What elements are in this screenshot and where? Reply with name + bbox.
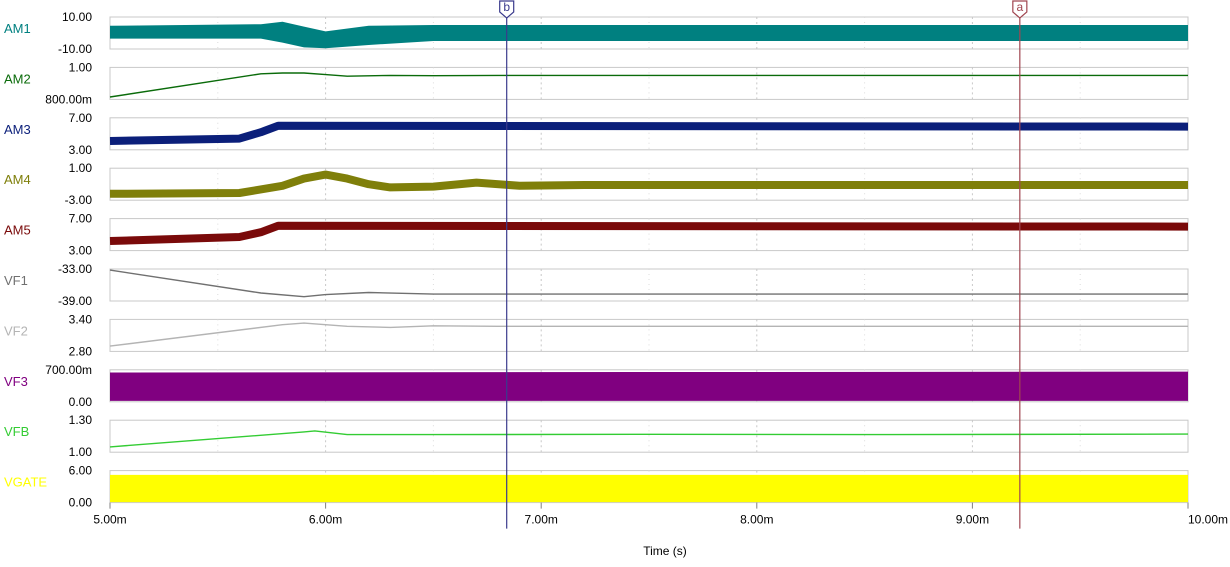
- series-vfb: [109, 430, 1189, 448]
- channel-am2: AM2 1.00 800.00m: [4, 60, 1189, 106]
- channel-am3: AM3 7.00 3.00: [4, 111, 1189, 157]
- y-tick-bottom: 0.00: [69, 395, 93, 409]
- y-tick-bottom: -39.00: [58, 294, 92, 308]
- channel-am1: AM1 10.00 -10.00: [4, 10, 1189, 56]
- y-tick-top: 6.00: [69, 464, 93, 478]
- y-tick-bottom: 0.00: [69, 496, 93, 510]
- cursor-label: b: [503, 0, 510, 14]
- x-tick-label: 8.00m: [740, 513, 773, 527]
- y-tick-bottom: 3.00: [69, 244, 93, 258]
- y-tick-bottom: -3.00: [65, 193, 93, 207]
- channel-label: AM4: [4, 172, 31, 187]
- channel-label: VFB: [4, 424, 29, 439]
- x-axis-title: Time (s): [643, 544, 687, 558]
- cursor-handle[interactable]: [499, 0, 515, 19]
- cursor-b[interactable]: b: [499, 0, 515, 529]
- y-tick-top: 1.30: [69, 413, 93, 427]
- y-tick-top: 1.00: [69, 161, 93, 175]
- y-tick-bottom: 800.00m: [45, 92, 92, 106]
- channel-label: VF1: [4, 273, 28, 288]
- y-tick-top: 700.00m: [45, 363, 92, 377]
- series-vgate: [110, 474, 1188, 503]
- y-tick-top: 7.00: [69, 111, 93, 125]
- x-tick-label: 6.00m: [309, 513, 342, 527]
- series-vf1: [109, 269, 1188, 298]
- cursor-a[interactable]: a: [1012, 0, 1028, 529]
- cursor-handle[interactable]: [1012, 0, 1028, 19]
- series-am3: [109, 121, 1189, 145]
- channel-vf2: VF2 3.40 2.80: [4, 312, 1189, 358]
- y-tick-top: 1.00: [69, 60, 93, 74]
- channel-label: AM1: [4, 21, 31, 36]
- series-am1: [110, 21, 1188, 49]
- y-tick-top: -33.00: [58, 262, 92, 276]
- channel-label: AM3: [4, 122, 31, 137]
- y-tick-bottom: 2.80: [69, 344, 93, 358]
- channel-label: AM2: [4, 71, 31, 86]
- channel-vgate: VGATE 6.00 0.00: [4, 464, 1189, 510]
- y-tick-bottom: 3.00: [69, 143, 93, 157]
- x-tick-label: 5.00m: [93, 513, 126, 527]
- channel-vfb: VFB 1.30 1.00: [4, 413, 1189, 459]
- series-am5: [109, 221, 1189, 245]
- series-vf3: [110, 371, 1188, 401]
- channel-am5: AM5 7.00 3.00: [4, 212, 1189, 258]
- cursor-label: a: [1016, 0, 1023, 14]
- channel-label: VGATE: [4, 475, 47, 490]
- channel-panels: AM110.00-10.00AM21.00800.00mAM37.003.00A…: [4, 10, 1189, 510]
- y-tick-bottom: -10.00: [58, 42, 92, 56]
- channel-label: AM5: [4, 223, 31, 238]
- series-am2: [109, 72, 1188, 98]
- x-axis: 5.00m 6.00m 7.00m 8.00m 9.00m 10.00m: [93, 502, 1228, 527]
- series-am4: [109, 170, 1188, 198]
- series-vf2: [109, 322, 1188, 347]
- y-tick-top: 3.40: [69, 312, 93, 326]
- channel-vf3: VF3 700.00m 0.00: [4, 363, 1189, 409]
- x-tick-label: 7.00m: [525, 513, 558, 527]
- channel-label: VF3: [4, 374, 28, 389]
- y-tick-top: 10.00: [62, 10, 92, 24]
- y-tick-top: 7.00: [69, 212, 93, 226]
- channel-am4: AM4 1.00 -3.00: [4, 161, 1189, 207]
- channel-label: VF2: [4, 323, 28, 338]
- channel-vf1: VF1 -33.00 -39.00: [4, 262, 1189, 308]
- x-tick-label: 9.00m: [956, 513, 989, 527]
- y-tick-bottom: 1.00: [69, 445, 93, 459]
- x-tick-label: 10.00m: [1188, 513, 1228, 527]
